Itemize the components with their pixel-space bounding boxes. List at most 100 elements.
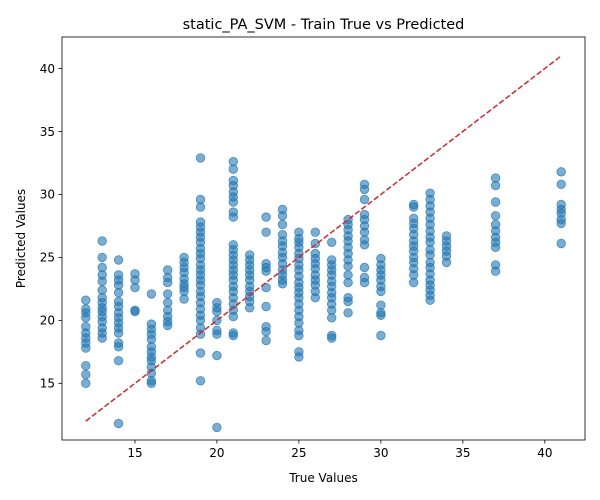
scatter-point — [130, 282, 140, 293]
scatter-point — [359, 277, 370, 288]
scatter-point — [81, 361, 91, 371]
scatter-point — [81, 378, 91, 389]
y-tick-label: 15 — [40, 377, 55, 391]
scatter-point — [97, 252, 107, 263]
scatter-point — [244, 303, 255, 313]
scatter-point — [195, 376, 206, 386]
x-axis-label: True Values — [288, 471, 358, 485]
scatter-point — [130, 306, 140, 317]
y-axis-ticks: 15 20 25 30 35 40 — [40, 62, 62, 391]
y-tick-label: 25 — [40, 251, 55, 265]
y-axis-label: Predicted Values — [14, 189, 28, 288]
scatter-point — [195, 329, 206, 339]
scatter-point — [490, 242, 501, 253]
scatter-point — [327, 313, 337, 323]
scatter-point — [556, 238, 566, 249]
y-tick-label: 40 — [40, 62, 55, 76]
scatter-point — [113, 255, 124, 265]
scatter-point — [212, 306, 222, 317]
scatter-point — [81, 369, 91, 380]
scatter-point — [359, 184, 370, 195]
scatter-point — [294, 330, 304, 341]
scatter-point — [113, 356, 124, 366]
scatter-point — [113, 288, 124, 298]
scatter-point — [195, 153, 206, 163]
scatter-point — [310, 293, 321, 303]
scatter-point — [212, 422, 222, 433]
scatter-point — [162, 289, 173, 299]
scatter-point — [162, 320, 173, 331]
scatter-point — [277, 279, 288, 289]
scatter-point — [162, 277, 173, 288]
scatter-point — [212, 329, 222, 339]
scatter-point — [441, 257, 452, 268]
scatter-point — [376, 310, 386, 321]
scatter-point — [343, 296, 353, 307]
scatter-point — [490, 197, 501, 207]
y-tick-label: 35 — [40, 125, 55, 139]
y-tick-label: 30 — [40, 188, 55, 202]
data-points-layer — [81, 153, 566, 433]
scatter-point — [97, 236, 107, 246]
scatter-point — [294, 352, 304, 362]
scatter-point — [81, 295, 91, 305]
scatter-point — [490, 180, 501, 191]
scatter-point — [261, 301, 271, 312]
plot-frame — [61, 36, 586, 441]
x-tick-label: 25 — [291, 446, 306, 460]
scatter-point — [409, 277, 419, 288]
scatter-point — [81, 313, 91, 323]
scatter-point — [425, 295, 435, 305]
scatter-point — [179, 294, 189, 304]
scatter-point — [261, 327, 271, 337]
scatter-point — [343, 277, 353, 288]
scatter-point — [409, 202, 419, 212]
scatter-point — [556, 167, 566, 177]
scatter-point — [261, 212, 271, 222]
scatter-point — [228, 212, 239, 222]
scatter-point — [277, 219, 288, 230]
x-tick-label: 20 — [209, 446, 224, 460]
x-tick-label: 35 — [455, 446, 470, 460]
scatter-point — [359, 262, 370, 273]
scatter-point — [146, 289, 157, 299]
scatter-point — [146, 378, 157, 389]
reference-line — [85, 55, 562, 422]
scatter-point — [556, 179, 566, 190]
scatter-point — [327, 333, 337, 343]
scatter-point — [228, 197, 239, 207]
scatter-point — [195, 348, 206, 358]
scatter-point — [113, 418, 124, 429]
scatter-point — [343, 261, 353, 271]
scatter-point — [261, 335, 271, 346]
scatter-point — [359, 194, 370, 205]
scatter-point — [195, 202, 206, 212]
scatter-point — [490, 266, 501, 276]
scatter-point — [310, 227, 321, 237]
scatter-point — [113, 342, 124, 352]
scatter-point — [228, 330, 239, 341]
scatter-point — [277, 211, 288, 221]
scatter-point — [490, 211, 501, 221]
x-tick-label: 40 — [537, 446, 552, 460]
scatter-point — [359, 240, 370, 250]
scatter-point — [376, 286, 386, 297]
scatter-point — [261, 227, 271, 237]
scatter-point — [97, 276, 107, 287]
x-axis-ticks: 15 20 25 30 35 40 — [127, 440, 552, 460]
scatter-point — [97, 333, 107, 343]
scatter-point — [81, 343, 91, 353]
x-tick-label: 15 — [127, 446, 142, 460]
scatter-point — [327, 237, 337, 248]
y-tick-label: 20 — [40, 314, 55, 328]
scatter-point — [261, 266, 271, 276]
x-tick-label: 30 — [373, 446, 388, 460]
scatter-point — [212, 350, 222, 361]
scatter-point — [343, 308, 353, 318]
chart-title: static_PA_SVM - Train True vs Predicted — [183, 17, 465, 33]
scatter-point — [228, 311, 239, 322]
scatter-point — [556, 218, 566, 229]
scatter-point — [261, 282, 271, 293]
scatter-point — [113, 328, 124, 338]
